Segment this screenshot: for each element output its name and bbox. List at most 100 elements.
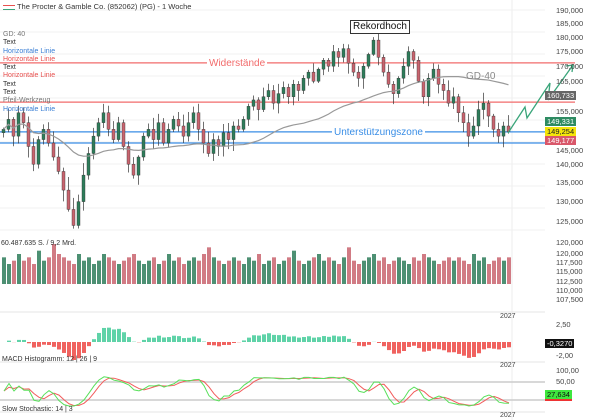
volume-bar xyxy=(502,260,506,284)
resistance-annotation[interactable]: Widerstände xyxy=(207,58,268,69)
volume-bar xyxy=(157,264,161,284)
macd-histogram-bar xyxy=(387,342,391,351)
macd-histogram-bar xyxy=(152,337,156,342)
price-tag: 149,177 xyxy=(545,136,577,145)
candle xyxy=(201,129,206,144)
macd-histogram-bar xyxy=(452,342,456,353)
volume-bar xyxy=(212,257,216,284)
volume-bar xyxy=(357,264,361,284)
macd-histogram-bar xyxy=(342,336,346,342)
volume-bar xyxy=(62,257,66,284)
candle xyxy=(291,84,296,97)
volume-bar xyxy=(107,257,111,284)
legend-item[interactable]: Text xyxy=(3,89,16,97)
macd-histogram-bar xyxy=(437,342,441,350)
macd-histogram-bar xyxy=(397,342,401,354)
candle xyxy=(396,77,401,94)
candle xyxy=(331,51,336,67)
macd-histogram-bar xyxy=(432,342,436,349)
legend-item[interactable]: Horizontale Linie xyxy=(3,47,56,55)
candle xyxy=(296,84,301,91)
macd-histogram-bar xyxy=(287,336,291,342)
candle xyxy=(286,87,291,97)
volume-bar xyxy=(427,257,431,284)
candle xyxy=(361,65,366,79)
candle xyxy=(41,129,46,140)
candle xyxy=(491,115,496,130)
volume-bar xyxy=(2,257,6,284)
macd-tick-label: 2,50 xyxy=(556,320,571,329)
volume-bar xyxy=(162,260,166,284)
legend-item[interactable]: Text xyxy=(3,64,16,72)
legend-item[interactable]: Horizontale Linie xyxy=(3,105,56,113)
volume-bar xyxy=(87,257,91,284)
volume-tick-label: 112,500 xyxy=(556,276,583,286)
macd-histogram-bar xyxy=(472,342,476,357)
macd-histogram-bar xyxy=(467,342,471,358)
legend-item[interactable]: Text xyxy=(3,80,16,88)
price-tag: 149,331 xyxy=(545,117,577,126)
volume-bar xyxy=(482,257,486,284)
volume-tick-label: 107,500 xyxy=(556,295,584,304)
time-label: 2027 xyxy=(500,313,516,320)
chart-title: The Procter & Gamble Co. (852062) (PG) -… xyxy=(3,3,191,11)
candle xyxy=(161,122,166,144)
volume-bar xyxy=(182,264,186,284)
volume-bar xyxy=(282,260,286,284)
legend-icon xyxy=(3,4,15,10)
candle xyxy=(126,146,131,165)
macd-histogram-bar xyxy=(162,337,166,342)
legend-item[interactable]: Horizontale Linie xyxy=(3,72,56,80)
macd-histogram-bar xyxy=(27,342,31,344)
volume-bar xyxy=(47,257,51,284)
volume-bar xyxy=(227,260,231,284)
candle xyxy=(151,129,156,140)
macd-histogram-bar xyxy=(392,342,396,354)
macd-histogram-bar xyxy=(7,340,11,342)
legend-item[interactable]: Horizontale Linie xyxy=(3,55,56,63)
macd-histogram-bar xyxy=(57,342,61,350)
macd-histogram-bar xyxy=(207,342,211,346)
macd-histogram-bar xyxy=(382,342,386,347)
candle xyxy=(456,96,461,113)
record-high-annotation[interactable]: Rekordhoch xyxy=(350,20,410,34)
macd-histogram-bar xyxy=(232,342,236,343)
stoch-tick-label: 50,00 xyxy=(556,377,575,386)
volume-bar xyxy=(322,260,326,284)
candle xyxy=(281,87,286,94)
macd-histogram-bar xyxy=(187,337,191,342)
volume-bar xyxy=(372,254,376,284)
price-tick-label: 190,000 xyxy=(556,5,584,15)
macd-histogram-bar xyxy=(302,337,306,342)
price-tag: 149,254 xyxy=(545,126,577,136)
volume-bar xyxy=(147,260,151,284)
time-label: 2027 xyxy=(500,412,516,419)
macd-histogram-bar xyxy=(167,337,171,342)
macd-histogram-bar xyxy=(102,327,106,342)
macd-histogram-bar xyxy=(252,335,256,342)
price-tick-label: 155,000 xyxy=(556,107,584,116)
volume-bar xyxy=(17,254,21,284)
legend-item[interactable]: Text xyxy=(3,39,16,47)
volume-bar xyxy=(287,257,291,284)
candle xyxy=(146,129,151,137)
support-annotation[interactable]: Unterstützungszone xyxy=(332,127,425,138)
legend-item[interactable]: Pfeil-Werkzeug xyxy=(3,97,51,105)
volume-bar xyxy=(27,257,31,284)
candle xyxy=(136,156,141,176)
macd-histogram-bar xyxy=(332,335,336,342)
price-tick-label: 145,000 xyxy=(556,146,584,155)
macd-histogram-bar xyxy=(107,327,111,342)
candle xyxy=(326,60,331,67)
volume-bar xyxy=(382,257,386,284)
ma-annotation[interactable]: GD-40 xyxy=(466,71,496,82)
volume-bar xyxy=(72,264,76,284)
candle xyxy=(21,112,26,123)
macd-histogram-bar xyxy=(277,335,281,342)
candle xyxy=(226,132,231,140)
legend-item[interactable]: GD: 40 xyxy=(3,31,26,38)
candle xyxy=(471,125,476,137)
macd-histogram-bar xyxy=(417,342,421,349)
